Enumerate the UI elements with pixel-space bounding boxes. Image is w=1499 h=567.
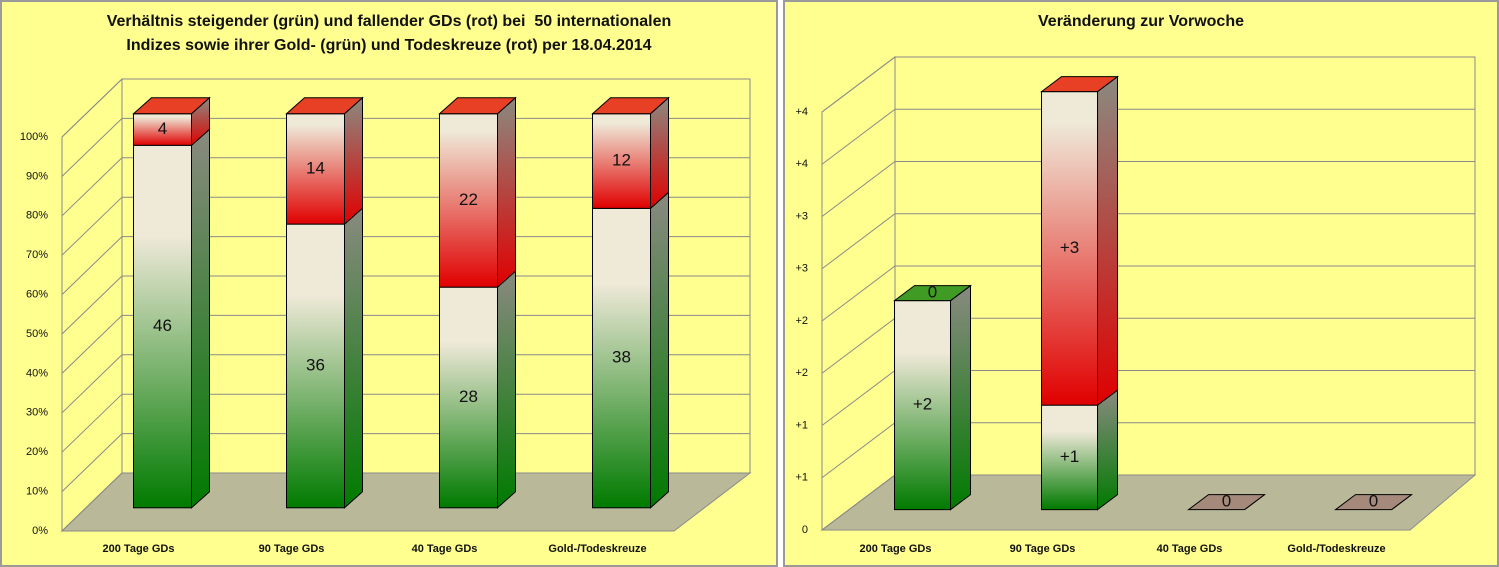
y-tick-label: 0 (802, 524, 808, 536)
y-tick-label: +1 (795, 419, 808, 431)
y-tick-label: +2 (795, 367, 808, 379)
data-label: 46 (153, 316, 172, 335)
y-tick-label: +3 (795, 210, 808, 222)
bar-side (191, 128, 210, 509)
y-tick-label: 30% (26, 407, 48, 419)
bar-top (591, 97, 670, 115)
data-label: 14 (306, 158, 325, 177)
y-tick-label: +4 (795, 158, 808, 170)
grid-line (61, 78, 750, 138)
grid-line (61, 433, 750, 492)
data-label: 38 (612, 348, 631, 367)
chart-title: Indizes sowie ihrer Gold- (grün) und Tod… (126, 37, 651, 54)
bar (133, 144, 192, 509)
y-tick-label: 0% (32, 525, 48, 537)
x-tick-label: Gold-/Todeskreuze (548, 543, 646, 555)
bar-side (1097, 75, 1119, 407)
bar-side (344, 207, 363, 509)
grid-line (61, 196, 750, 256)
data-label: 36 (306, 355, 325, 374)
grid-line (821, 108, 1475, 165)
grid-line (821, 265, 1475, 322)
data-label: +2 (913, 395, 932, 414)
x-tick-label: 40 Tage GDs (412, 543, 478, 555)
bar (1041, 404, 1099, 511)
bar-side (497, 270, 516, 509)
bar-side (344, 96, 363, 226)
grid-line (61, 117, 750, 177)
grid-line (61, 157, 750, 217)
grid-line (61, 236, 750, 295)
data-label: +3 (1060, 238, 1079, 257)
bar-side (650, 191, 669, 509)
x-tick-label: 200 Tage GDs (860, 543, 932, 555)
bar-top (1334, 494, 1414, 511)
data-label: 28 (459, 387, 478, 406)
y-tick-label: 90% (26, 170, 48, 182)
grid-line (821, 213, 1475, 270)
y-tick-label: 50% (26, 328, 48, 340)
bar-side (497, 96, 516, 289)
data-label: 4 (158, 119, 167, 138)
bar-side (650, 96, 669, 210)
y-tick-label: 80% (26, 210, 48, 222)
data-label: 22 (459, 190, 478, 209)
y-tick-label: +1 (795, 472, 808, 484)
grid-line (61, 354, 750, 414)
data-label: 0 (928, 283, 937, 302)
bar-top (893, 285, 973, 302)
y-tick-label: 20% (26, 446, 48, 458)
bar (592, 113, 651, 209)
bar-top (438, 97, 517, 115)
chart-title: Veränderung zur Vorwoche (1038, 13, 1244, 30)
bar-top (285, 97, 364, 115)
bar (592, 207, 651, 509)
data-label: 0 (1369, 492, 1378, 511)
data-label: +1 (1060, 447, 1079, 466)
bar-top (1040, 76, 1120, 93)
grid-line (61, 472, 750, 532)
x-tick-label: 90 Tage GDs (259, 543, 325, 555)
bar (1041, 91, 1099, 406)
grid-line (61, 393, 750, 453)
y-tick-label: 10% (26, 486, 48, 498)
grid-line (821, 161, 1475, 217)
y-tick-label: 70% (26, 249, 48, 261)
y-tick-label: +4 (795, 106, 808, 118)
y-tick-label: 60% (26, 289, 48, 301)
bar-top (132, 97, 211, 115)
x-tick-label: 200 Tage GDs (103, 543, 175, 555)
bar (286, 113, 345, 225)
x-tick-label: Gold-/Todeskreuze (1287, 543, 1385, 555)
grid-line (61, 275, 750, 335)
y-tick-label: +3 (795, 263, 808, 275)
bar (439, 113, 498, 288)
y-tick-label: 40% (26, 367, 48, 379)
x-tick-label: 40 Tage GDs (1157, 543, 1223, 555)
bar-side (1097, 389, 1119, 511)
bar (894, 300, 952, 511)
data-label: 0 (1222, 492, 1231, 511)
chart-title: Verhältnis steigender (grün) und fallend… (107, 13, 672, 30)
y-tick-label: 100% (20, 131, 48, 143)
bar-side (950, 284, 972, 511)
x-tick-label: 90 Tage GDs (1010, 543, 1076, 555)
y-tick-label: +2 (795, 315, 808, 327)
bar-top (1187, 494, 1267, 511)
data-label: 12 (612, 151, 631, 170)
grid-line (821, 56, 1475, 113)
grid-line (61, 314, 750, 374)
